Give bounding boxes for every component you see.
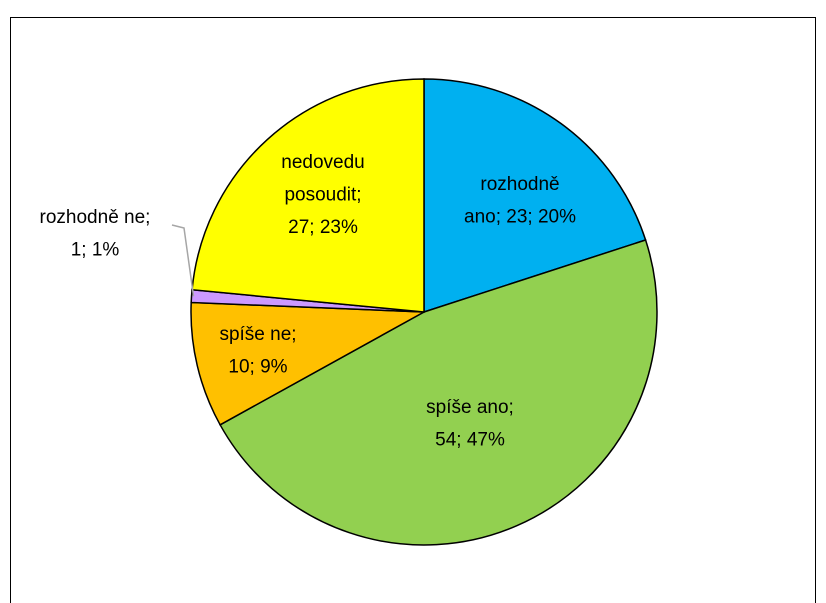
data-label-line: spíše ne; (219, 324, 296, 345)
data-label-line: 54; 47% (435, 430, 505, 451)
data-label-line: 10; 9% (228, 357, 287, 378)
data-label: spíše ne; 10; 9% (219, 324, 296, 378)
data-label: nedovedu posoudit; 27; 23% (281, 152, 364, 238)
data-label-line: 27; 23% (288, 217, 358, 238)
pie-slice (190, 301, 427, 426)
data-label: rozhodně ne; 1; 1% (40, 207, 151, 261)
leader-line (171, 224, 195, 297)
data-label-line: nedovedu (281, 152, 364, 173)
data-label-line: spíše ano; (426, 397, 514, 418)
data-label-line: rozhodně (480, 174, 559, 195)
data-label: spíše ano; 54; 47% (426, 397, 514, 451)
data-label: rozhodně ano; 23; 20% (464, 174, 576, 228)
data-label-line: posoudit; (284, 185, 361, 206)
data-label-line: 1; 1% (71, 240, 120, 261)
pie-slice (219, 239, 658, 546)
data-label-line: ano; 23; 20% (464, 207, 576, 228)
pie-slice (191, 78, 425, 313)
chart-frame (10, 17, 816, 603)
pie-slice (423, 78, 647, 314)
data-label-line: rozhodně ne; (40, 207, 151, 228)
